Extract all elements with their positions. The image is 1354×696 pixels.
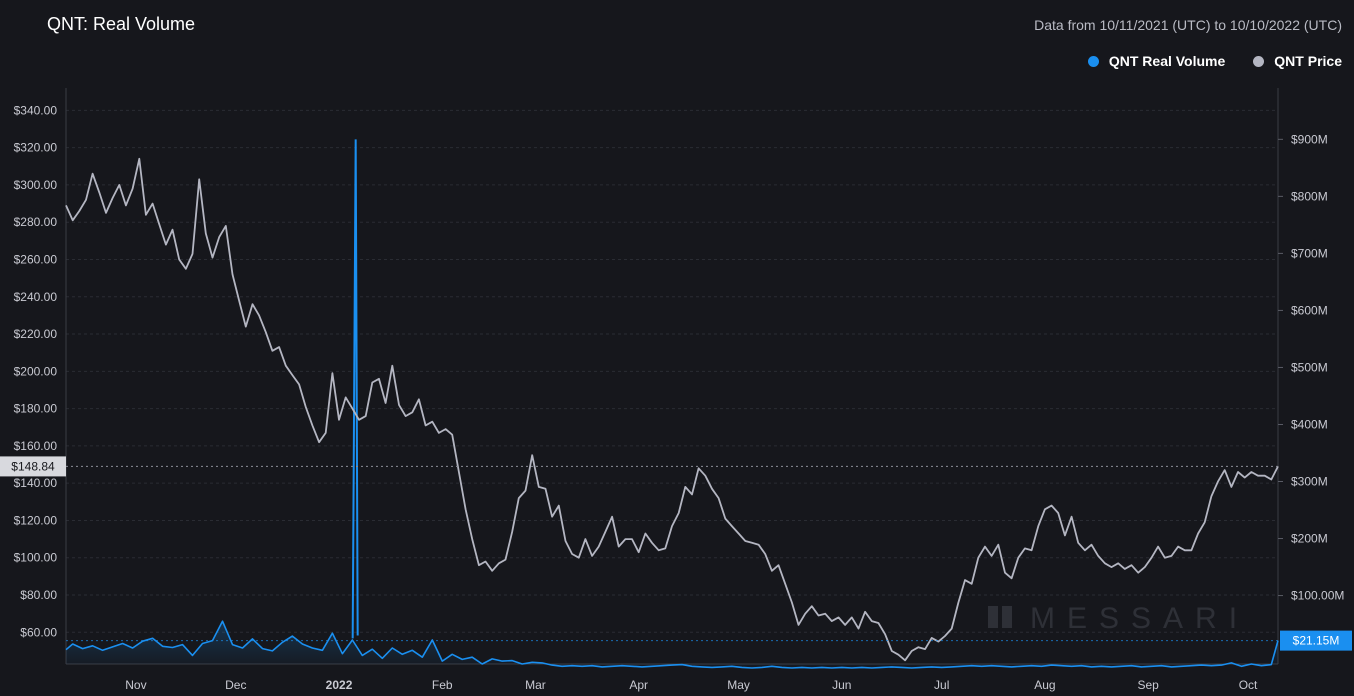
right-axis: $900M $800M $700M $600M $500M $400M $300M $200M… bbox=[1277, 88, 1344, 664]
left-tick-label: $100.00 bbox=[14, 551, 58, 565]
left-tick-label: $160.00 bbox=[14, 439, 58, 453]
right-tick-label: $900M bbox=[1291, 132, 1328, 146]
left-tick-label: $60.00 bbox=[20, 625, 57, 639]
current-value-markers: $148.84 $21.15M bbox=[0, 456, 1352, 651]
left-tick-label: $120.00 bbox=[14, 513, 58, 527]
left-tick-label: $80.00 bbox=[20, 588, 57, 602]
legend: QNT Real Volume QNT Price bbox=[1087, 53, 1342, 69]
volume-line bbox=[65, 620, 1279, 669]
left-axis: $340.00 $320.00 $300.00 $280.00 $260.00 $240.… bbox=[14, 88, 67, 664]
left-tick-label: $140.00 bbox=[14, 476, 58, 490]
watermark-text: MESSARI bbox=[1030, 602, 1249, 635]
volume-current-label: $21.15M bbox=[1293, 634, 1340, 648]
right-tick-label: $300M bbox=[1291, 475, 1328, 489]
x-tick-label: Apr bbox=[629, 678, 648, 692]
x-tick-label: Oct bbox=[1239, 678, 1258, 692]
x-tick-label: May bbox=[727, 678, 750, 692]
x-axis: Nov Dec 2022 Feb Mar Apr May Jun Jul Aug Sep Oct bbox=[66, 663, 1278, 692]
price-line bbox=[65, 157, 1279, 662]
x-tick-label: Nov bbox=[125, 678, 146, 692]
left-tick-label: $280.00 bbox=[14, 215, 58, 229]
left-tick-label: $340.00 bbox=[14, 103, 58, 117]
left-tick-label: $300.00 bbox=[14, 178, 58, 192]
watermark-logo-icon-2 bbox=[1002, 606, 1012, 628]
price-current-tag bbox=[0, 456, 66, 477]
x-tick-label: 2022 bbox=[326, 678, 353, 692]
price-legend-dot-icon bbox=[1253, 55, 1265, 67]
right-tick-label: $400M bbox=[1291, 417, 1328, 431]
x-tick-label: Mar bbox=[525, 678, 546, 692]
x-tick-label: Dec bbox=[225, 678, 246, 692]
left-tick-label: $220.00 bbox=[14, 327, 58, 341]
right-tick-label: $700M bbox=[1291, 246, 1328, 260]
right-tick-label: $100.00M bbox=[1291, 589, 1344, 603]
volume-spike bbox=[351, 139, 359, 639]
left-tick-label: $320.00 bbox=[14, 141, 58, 155]
date-range: Data from 10/11/2021 (UTC) to 10/10/2022… bbox=[1034, 17, 1342, 33]
grid-lines bbox=[66, 109, 1278, 633]
messari-watermark: MESSARI bbox=[988, 602, 1249, 635]
x-tick-label: Aug bbox=[1034, 678, 1055, 692]
legend-label-price: QNT Price bbox=[1274, 53, 1342, 69]
watermark-logo-icon bbox=[988, 606, 998, 628]
legend-label-volume: QNT Real Volume bbox=[1108, 53, 1226, 69]
right-tick-label: $500M bbox=[1291, 360, 1328, 374]
x-tick-label: Jun bbox=[832, 678, 851, 692]
right-tick-label: $800M bbox=[1291, 189, 1328, 203]
chart-title: QNT: Real Volume bbox=[47, 14, 196, 34]
left-tick-label: $200.00 bbox=[14, 364, 58, 378]
legend-item-price[interactable]: QNT Price bbox=[1253, 53, 1342, 69]
left-tick-label: $180.00 bbox=[14, 402, 58, 416]
volume-legend-dot-icon bbox=[1087, 55, 1099, 67]
right-tick-label: $600M bbox=[1291, 303, 1328, 317]
volume-area bbox=[66, 621, 1278, 668]
right-tick-label: $200M bbox=[1291, 532, 1328, 546]
volume-current-tag bbox=[1280, 630, 1352, 651]
price-current-label: $148.84 bbox=[11, 459, 55, 473]
left-tick-label: $260.00 bbox=[14, 252, 58, 266]
legend-item-volume[interactable]: QNT Real Volume bbox=[1087, 53, 1226, 69]
x-tick-label: Jul bbox=[934, 678, 949, 692]
x-tick-label: Sep bbox=[1137, 678, 1159, 692]
x-tick-label: Feb bbox=[432, 678, 453, 692]
series-layer bbox=[65, 139, 1279, 669]
left-tick-label: $240.00 bbox=[14, 290, 58, 304]
